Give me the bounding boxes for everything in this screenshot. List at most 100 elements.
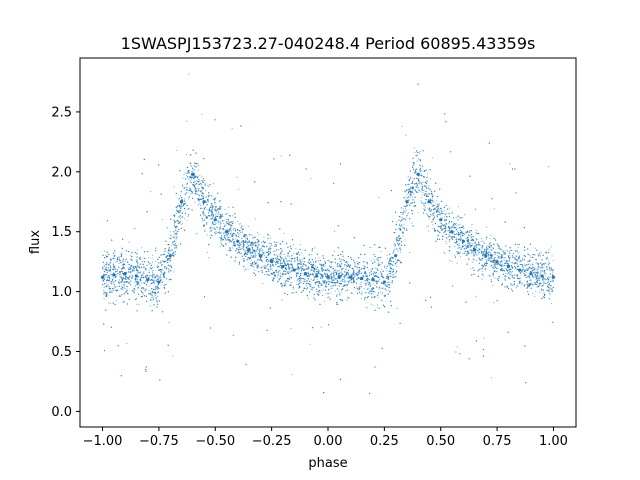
data-point bbox=[454, 254, 456, 256]
data-point bbox=[328, 269, 330, 271]
data-point bbox=[246, 243, 248, 245]
data-point bbox=[116, 270, 118, 272]
data-point bbox=[190, 193, 192, 195]
data-point bbox=[126, 342, 128, 345]
data-point bbox=[180, 201, 182, 204]
data-point bbox=[544, 282, 546, 284]
data-point bbox=[547, 166, 550, 168]
data-point bbox=[255, 255, 257, 257]
data-point bbox=[211, 209, 213, 211]
data-point bbox=[281, 249, 283, 251]
data-point bbox=[268, 234, 270, 236]
data-point bbox=[548, 268, 551, 270]
data-point bbox=[111, 291, 114, 293]
data-point bbox=[213, 197, 215, 199]
data-point bbox=[165, 261, 167, 263]
data-point bbox=[280, 155, 282, 157]
data-point bbox=[404, 211, 406, 213]
data-point bbox=[114, 267, 116, 269]
data-point bbox=[225, 218, 227, 220]
data-point bbox=[251, 253, 253, 255]
data-point bbox=[359, 269, 361, 271]
data-point bbox=[485, 261, 488, 263]
data-point bbox=[551, 246, 553, 248]
data-point bbox=[299, 267, 301, 269]
data-point bbox=[191, 178, 193, 180]
data-point bbox=[268, 247, 270, 249]
data-point bbox=[277, 276, 279, 278]
data-point bbox=[417, 154, 419, 156]
data-point bbox=[256, 263, 258, 265]
data-point bbox=[420, 182, 423, 184]
data-point bbox=[137, 272, 139, 274]
data-point bbox=[379, 278, 381, 280]
data-point bbox=[175, 238, 177, 240]
data-point bbox=[548, 284, 550, 286]
data-point bbox=[427, 225, 430, 227]
data-point bbox=[118, 279, 121, 281]
data-point bbox=[178, 209, 180, 211]
data-point bbox=[201, 113, 203, 115]
data-point bbox=[406, 203, 408, 205]
data-point bbox=[328, 278, 330, 280]
data-point bbox=[307, 271, 310, 273]
data-point bbox=[361, 272, 363, 274]
data-point bbox=[244, 237, 246, 239]
data-point bbox=[480, 259, 482, 261]
data-point bbox=[284, 256, 287, 258]
data-point bbox=[360, 298, 362, 300]
data-point bbox=[457, 206, 460, 208]
data-point bbox=[543, 264, 545, 266]
data-point bbox=[122, 301, 124, 303]
data-point bbox=[314, 275, 317, 277]
data-point bbox=[539, 291, 541, 293]
data-point bbox=[152, 261, 154, 263]
data-point bbox=[166, 243, 168, 246]
data-point bbox=[408, 212, 410, 214]
data-point bbox=[138, 281, 140, 283]
data-point bbox=[300, 277, 302, 279]
data-point bbox=[521, 257, 524, 259]
data-point bbox=[459, 255, 462, 257]
data-point bbox=[250, 259, 252, 261]
data-point bbox=[341, 291, 343, 293]
data-point bbox=[109, 302, 112, 304]
data-point bbox=[291, 292, 293, 294]
data-point bbox=[488, 248, 490, 250]
data-point bbox=[403, 210, 405, 212]
data-point bbox=[429, 200, 431, 202]
data-point bbox=[212, 182, 215, 185]
data-point bbox=[416, 185, 419, 187]
data-point bbox=[380, 250, 382, 253]
data-point bbox=[221, 232, 223, 234]
data-point bbox=[372, 274, 374, 276]
data-point bbox=[485, 248, 487, 250]
data-point bbox=[239, 231, 242, 234]
data-point bbox=[475, 295, 477, 297]
data-point bbox=[457, 227, 459, 229]
data-point bbox=[534, 271, 536, 274]
data-point bbox=[173, 237, 175, 239]
data-point bbox=[456, 346, 458, 348]
data-point bbox=[257, 266, 259, 268]
data-point bbox=[160, 271, 163, 273]
data-point bbox=[370, 260, 372, 262]
scatter-points bbox=[100, 73, 556, 394]
data-point bbox=[439, 219, 441, 221]
data-point bbox=[247, 225, 249, 227]
data-point bbox=[191, 170, 193, 173]
data-point bbox=[206, 208, 208, 210]
data-point bbox=[422, 170, 424, 172]
data-point bbox=[316, 280, 318, 282]
data-point bbox=[378, 288, 380, 290]
data-point bbox=[313, 278, 315, 280]
data-point bbox=[379, 291, 381, 293]
data-point bbox=[186, 219, 188, 221]
data-point bbox=[322, 280, 324, 282]
data-point bbox=[296, 276, 298, 278]
data-point bbox=[534, 247, 536, 249]
data-point bbox=[441, 216, 443, 218]
data-point bbox=[377, 273, 379, 275]
data-point bbox=[506, 285, 508, 287]
data-point bbox=[226, 213, 228, 215]
